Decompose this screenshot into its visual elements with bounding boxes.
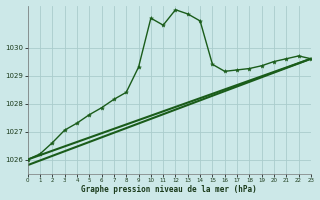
X-axis label: Graphe pression niveau de la mer (hPa): Graphe pression niveau de la mer (hPa) [82, 185, 257, 194]
